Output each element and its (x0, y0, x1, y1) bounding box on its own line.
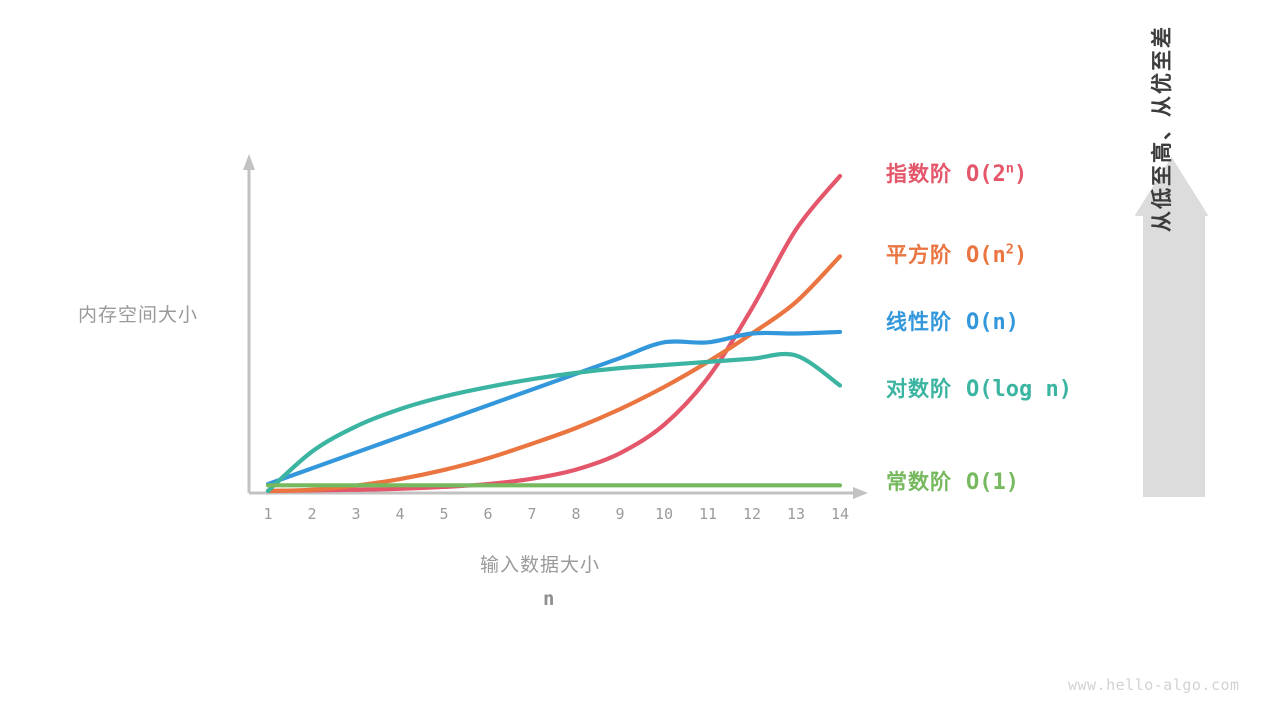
ranking-arrow-icon (1135, 157, 1208, 497)
x-tick-label: 4 (395, 505, 405, 523)
x-tick-label: 12 (742, 505, 762, 523)
x-tick-label: 14 (830, 505, 850, 523)
series-curve (265, 254, 843, 494)
series-curves (265, 173, 843, 494)
legend-item-notation: O(1) (966, 470, 1019, 495)
x-tick-label: 10 (654, 505, 674, 523)
legend-item-notation: O(log n) (966, 377, 1072, 402)
legend-item-label: 对数阶 (886, 378, 952, 401)
y-axis-label: 内存空间大小 (78, 305, 199, 326)
y-axis (243, 154, 255, 493)
series-curve (265, 329, 843, 487)
legend-item-notation: O(2n) (966, 160, 1028, 187)
legend-item[interactable]: 指数阶 O(2n) (886, 158, 1027, 188)
watermark: www.hello-algo.com (1068, 676, 1240, 694)
x-tick-label: 7 (527, 505, 537, 523)
x-tick-label: 2 (307, 505, 317, 523)
legend-item-label: 指数阶 (886, 163, 952, 186)
series-curve (265, 351, 843, 494)
ranking-arrow-label: 从低至高、从优至差 (1151, 25, 1174, 232)
x-tick-label: 8 (571, 505, 581, 523)
x-axis-label: 输入数据大小 (480, 555, 601, 576)
x-tick-label: 13 (786, 505, 806, 523)
legend-item[interactable]: 平方阶 O(n2) (886, 239, 1027, 269)
legend-item-notation: O(n2) (966, 241, 1028, 268)
legend-item-label: 平方阶 (886, 244, 952, 267)
legend-item-label: 线性阶 (886, 311, 952, 334)
x-tick-label: 3 (351, 505, 361, 523)
x-tick-label: 5 (439, 505, 449, 523)
x-tick-label: 1 (263, 505, 273, 523)
legend-item-label: 常数阶 (886, 471, 952, 494)
legend-item[interactable]: 对数阶 O(log n) (886, 373, 1072, 403)
x-tick-label: 11 (698, 505, 718, 523)
legend-item[interactable]: 线性阶 O(n) (886, 306, 1019, 336)
x-tick-label: 9 (615, 505, 625, 523)
x-tick-label: 6 (483, 505, 493, 523)
legend-item-notation: O(n) (966, 310, 1019, 335)
legend-item[interactable]: 常数阶 O(1) (886, 466, 1019, 496)
series-curve (265, 173, 843, 494)
x-axis-symbol: n (543, 588, 555, 610)
x-axis (249, 487, 868, 499)
